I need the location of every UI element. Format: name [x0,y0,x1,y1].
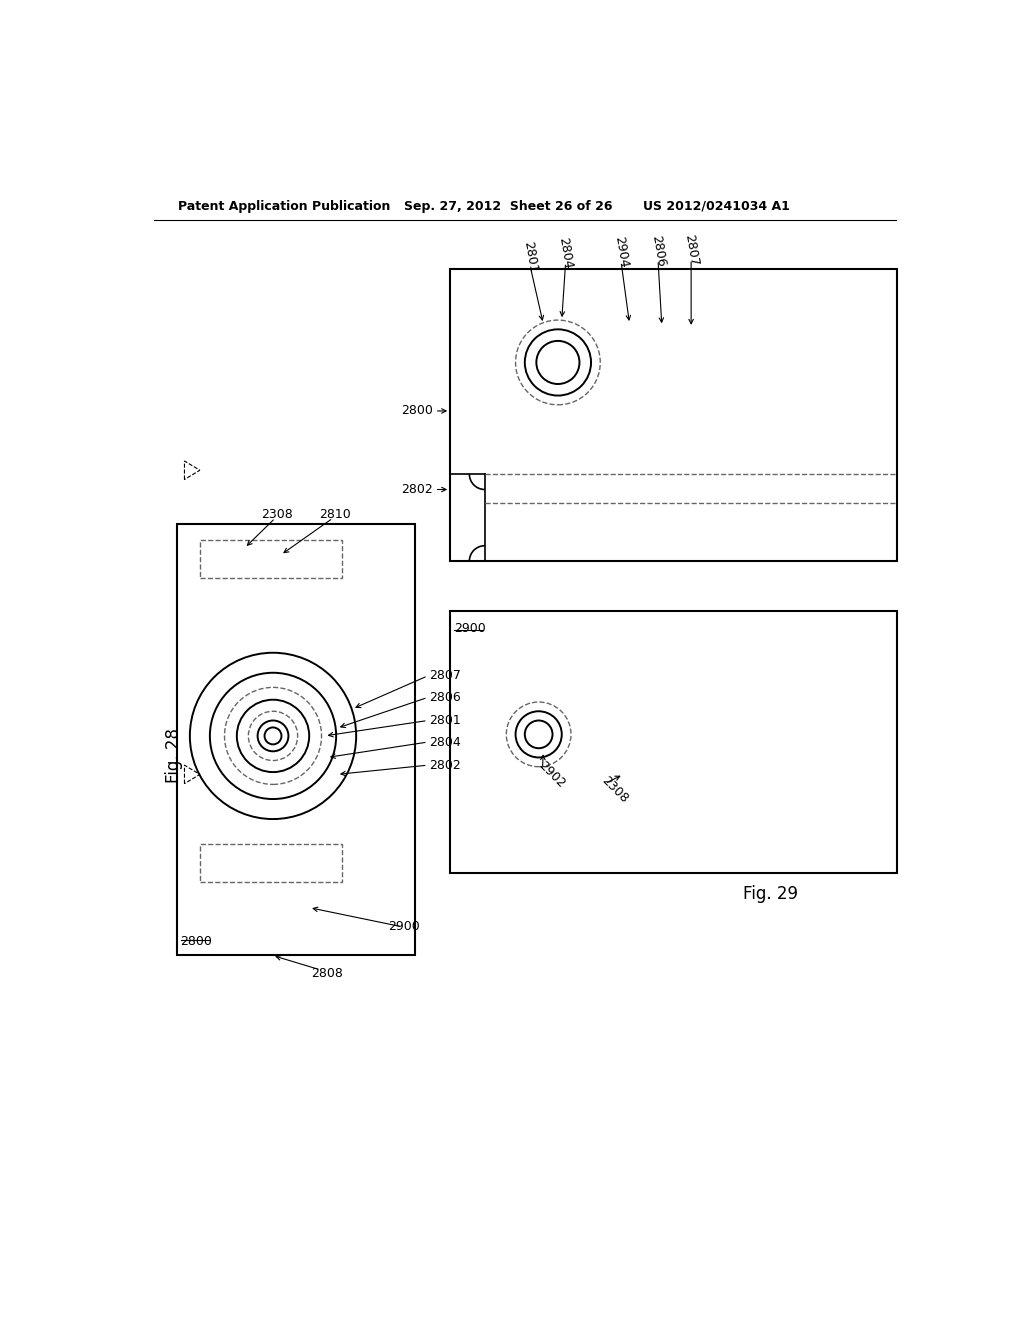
Text: Fig. 28: Fig. 28 [165,727,182,783]
Bar [451,268,897,561]
Text: 2900: 2900 [388,920,420,933]
Text: 2808: 2808 [311,966,343,979]
Text: Sep. 27, 2012  Sheet 26 of 26: Sep. 27, 2012 Sheet 26 of 26 [403,199,612,213]
Text: 2804: 2804 [429,735,461,748]
Text: 2902: 2902 [537,759,568,791]
Text: 2900: 2900 [454,622,485,635]
Text: 2308: 2308 [261,508,293,520]
Text: 2804: 2804 [556,236,574,269]
Text: 2807: 2807 [429,669,461,682]
Text: 2807: 2807 [682,234,700,267]
Bar [200,540,342,578]
Text: 2802: 2802 [429,759,461,772]
Text: 2806: 2806 [429,690,461,704]
Text: 2801: 2801 [521,240,540,273]
Bar [177,524,416,956]
Bar [200,843,342,882]
Text: 2806: 2806 [649,234,668,268]
Bar [451,611,897,873]
Text: 2800: 2800 [401,404,433,417]
Text: Fig. 29: Fig. 29 [742,884,798,903]
Text: 2800: 2800 [180,935,213,948]
Text: 2904: 2904 [612,236,630,269]
Text: US 2012/0241034 A1: US 2012/0241034 A1 [643,199,790,213]
Text: 2810: 2810 [319,508,351,520]
Text: Patent Application Publication: Patent Application Publication [178,199,391,213]
Text: 2308: 2308 [599,774,631,805]
Text: 2801: 2801 [429,714,461,727]
Text: 2802: 2802 [401,483,433,496]
